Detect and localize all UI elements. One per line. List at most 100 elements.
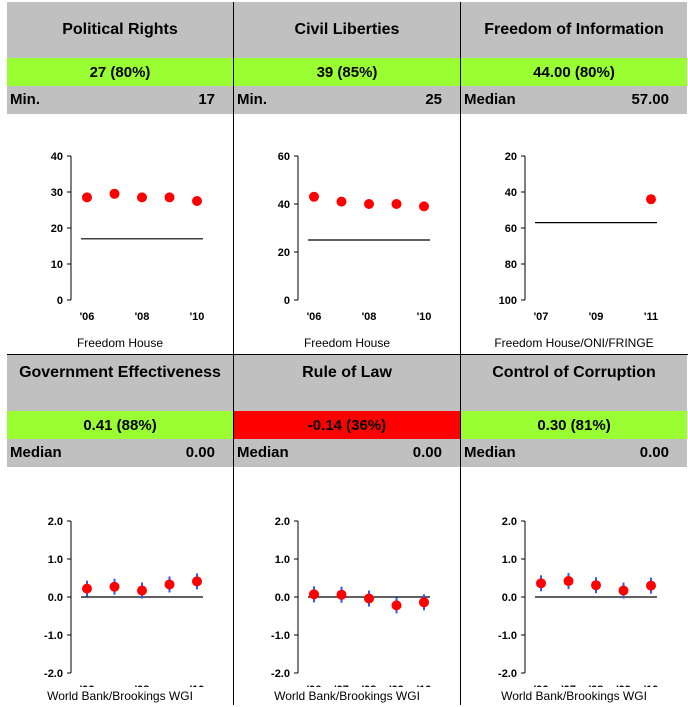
y-tick-label: 40: [278, 199, 290, 211]
source-label: World Bank/Brookings WGI: [274, 689, 420, 703]
y-tick-label: -2.0: [271, 668, 290, 680]
x-tick-label: '06: [307, 684, 322, 687]
stat-value: 25: [425, 91, 442, 108]
data-point: [109, 188, 120, 199]
control-of-corruption-chart: -2.0 -1.0 0.0 1.0 2.0 '06 '07 '08 '09 '10: [498, 516, 659, 687]
panel-title: Political Rights: [7, 2, 233, 58]
y-tick-label: -1.0: [44, 630, 63, 642]
y-tick-label: 0.0: [275, 592, 290, 604]
source-label: Freedom House: [76, 336, 164, 350]
panel-political-rights: Political Rights 27 (80%) Min. 17 0 10 20 3…: [7, 2, 233, 354]
panel-title: Civil Liberties: [234, 2, 460, 58]
stat-row: Min. 25: [234, 86, 460, 114]
stat-label: Median: [237, 444, 289, 461]
freedom-of-information-chart: 20 40 60 80 100 '07 '09 '11: [499, 151, 658, 323]
stat-value: 0.00: [185, 444, 215, 461]
stat-row: Min. 17: [7, 86, 233, 114]
score-bar: 39 (85%): [234, 58, 460, 86]
y-tick-label: 30: [51, 187, 63, 199]
data-point: [364, 199, 374, 209]
data-point: [391, 600, 402, 611]
stat-value: 0.00: [639, 444, 669, 461]
data-point: [109, 581, 120, 592]
y-tick-label: 20: [505, 151, 517, 163]
y-tick-label: -1.0: [498, 630, 517, 642]
government-effectiveness-chart: -2.0 -1.0 0.0 1.0 2.0 '06 '08 '10: [44, 516, 205, 687]
x-tick-label: '09: [589, 311, 604, 323]
stat-value: 0.00: [412, 444, 442, 461]
stat-label: Median: [464, 91, 516, 108]
panel-civil-liberties: Civil Liberties 39 (85%) Min. 25 0 20 40 60…: [234, 2, 460, 354]
stat-label: Min.: [237, 91, 267, 108]
source-label: Freedom House/ONI/FRINGE: [494, 336, 654, 350]
y-tick-label: 80: [505, 259, 517, 271]
y-tick-label: -2.0: [498, 668, 517, 680]
y-tick-label: 20: [278, 247, 290, 259]
y-tick-label: 2.0: [48, 516, 63, 528]
y-tick-label: 20: [51, 223, 63, 235]
grid-divider: [7, 354, 688, 355]
x-tick-label: '08: [362, 311, 377, 323]
grid-divider: [460, 2, 461, 705]
y-tick-label: 1.0: [275, 554, 290, 566]
data-point: [192, 196, 202, 206]
y-tick-label: 60: [505, 223, 517, 235]
source-label: Freedom House: [303, 336, 391, 350]
x-tick-label: '10: [644, 684, 659, 687]
y-tick-label: -2.0: [44, 668, 63, 680]
source-label: World Bank/Brookings WGI: [501, 689, 647, 703]
y-tick-label: 40: [505, 187, 517, 199]
x-tick-label: '10: [190, 311, 205, 323]
x-tick-label: '07: [334, 684, 349, 687]
x-tick-label: '06: [80, 684, 95, 687]
data-point: [82, 192, 92, 203]
x-tick-label: '06: [534, 684, 549, 687]
data-point: [336, 589, 347, 600]
x-tick-label: '10: [190, 684, 205, 687]
panel-title: Control of Corruption: [461, 355, 687, 411]
y-tick-label: 2.0: [275, 516, 290, 528]
data-point: [646, 194, 656, 205]
y-tick-label: 2.0: [502, 516, 517, 528]
data-point: [137, 585, 147, 596]
data-point: [419, 201, 429, 212]
stat-label: Min.: [10, 91, 40, 108]
score-bar: 0.41 (88%): [7, 411, 233, 439]
x-tick-label: '09: [389, 684, 404, 687]
y-tick-label: 0.0: [502, 592, 517, 604]
data-point: [309, 191, 319, 202]
score-bar: 27 (80%): [7, 58, 233, 86]
score-bar: 44.00 (80%): [461, 58, 687, 86]
data-point: [137, 192, 147, 203]
y-tick-label: 0.0: [48, 592, 63, 604]
data-point: [309, 589, 319, 600]
data-point: [563, 576, 574, 587]
source-label: World Bank/Brookings WGI: [47, 689, 193, 703]
rule-of-law-chart: -2.0 -1.0 0.0 1.0 2.0 '06 '07 '08 '09 '10: [271, 516, 432, 687]
panel-title: Rule of Law: [234, 355, 460, 411]
panel-rule-of-law: Rule of Law -0.14 (36%) Median 0.00 -2.0…: [234, 355, 460, 707]
x-tick-label: '11: [644, 311, 658, 323]
y-tick-label: 0: [57, 295, 63, 307]
data-point: [591, 580, 601, 591]
x-tick-label: '10: [417, 684, 432, 687]
stat-value: 17: [198, 91, 215, 108]
grid-divider: [233, 2, 234, 705]
data-point: [618, 585, 629, 596]
score-bar: -0.14 (36%): [234, 411, 460, 439]
y-tick-label: 100: [499, 295, 517, 307]
x-tick-label: '08: [135, 684, 150, 687]
y-tick-label: 1.0: [502, 554, 517, 566]
data-point: [82, 583, 92, 594]
civil-liberties-chart: 0 20 40 60 '06 '08 '10: [278, 151, 432, 323]
x-tick-label: '07: [561, 684, 576, 687]
panel-control-of-corruption: Control of Corruption 0.30 (81%) Median …: [461, 355, 687, 707]
x-tick-label: '06: [307, 311, 322, 323]
data-point: [192, 576, 202, 587]
stat-label: Median: [464, 444, 516, 461]
data-point: [536, 578, 546, 589]
stat-row: Median 0.00: [461, 439, 687, 467]
x-tick-label: '08: [362, 684, 377, 687]
x-tick-label: '08: [589, 684, 604, 687]
y-tick-label: -1.0: [271, 630, 290, 642]
